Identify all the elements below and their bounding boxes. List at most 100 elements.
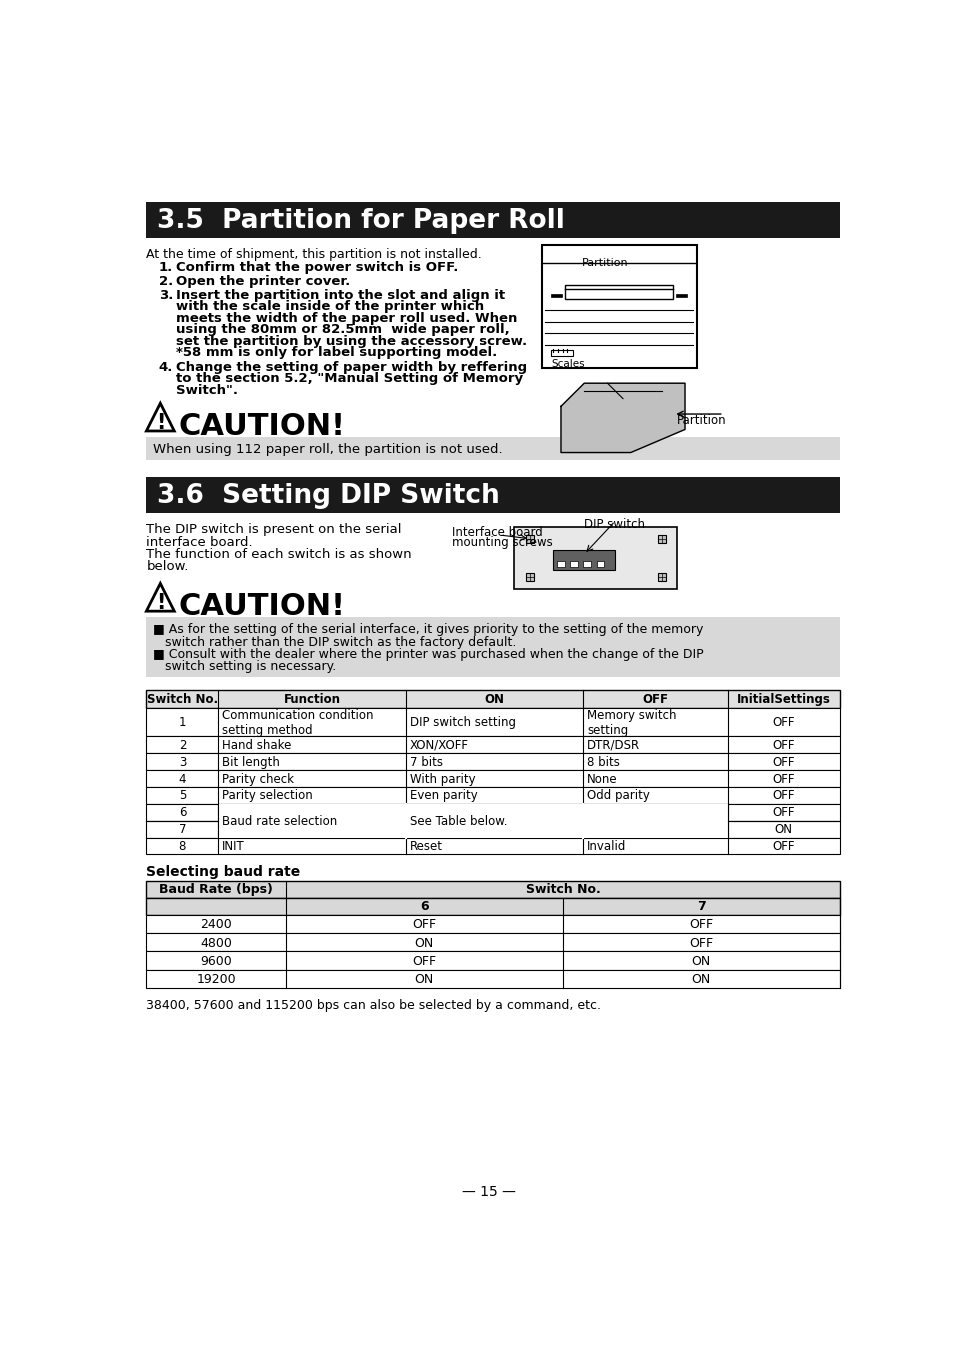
- Text: ON: ON: [691, 955, 710, 968]
- Text: 9600: 9600: [200, 955, 232, 968]
- Bar: [146, 690, 840, 708]
- Text: OFF: OFF: [772, 717, 794, 729]
- Bar: [146, 837, 840, 854]
- Text: 7: 7: [178, 823, 186, 837]
- Polygon shape: [560, 383, 684, 453]
- Text: Switch No.: Switch No.: [525, 883, 599, 896]
- Text: Baud Rate (bps): Baud Rate (bps): [159, 883, 273, 896]
- Text: 1.: 1.: [158, 261, 172, 274]
- Bar: [146, 952, 840, 969]
- Text: Parity check: Parity check: [222, 772, 294, 786]
- Text: Invalid: Invalid: [587, 841, 626, 853]
- Text: to the section 5.2, "Manual Setting of Memory: to the section 5.2, "Manual Setting of M…: [175, 372, 522, 385]
- Bar: [146, 477, 840, 512]
- Text: with the scale inside of the printer which: with the scale inside of the printer whi…: [175, 300, 483, 314]
- Text: Partition: Partition: [581, 258, 628, 269]
- Text: 6: 6: [419, 900, 428, 914]
- Text: OFF: OFF: [688, 918, 713, 932]
- Text: ■ As for the setting of the serial interface, it gives priority to the setting o: ■ As for the setting of the serial inter…: [152, 623, 702, 637]
- Text: Function: Function: [283, 694, 340, 706]
- Text: 3.: 3.: [158, 288, 172, 301]
- Text: 7 bits: 7 bits: [410, 756, 442, 768]
- Text: Baud rate selection: Baud rate selection: [222, 815, 337, 827]
- Text: Open the printer cover.: Open the printer cover.: [175, 274, 350, 288]
- Text: OFF: OFF: [412, 918, 436, 932]
- Text: 2400: 2400: [200, 918, 232, 932]
- Bar: [550, 350, 572, 357]
- Bar: [146, 969, 840, 988]
- Bar: [146, 618, 840, 677]
- Text: — 15 —: — 15 —: [461, 1184, 516, 1199]
- Text: OFF: OFF: [772, 738, 794, 752]
- Text: Even parity: Even parity: [410, 790, 477, 803]
- Text: At the time of shipment, this partition is not installed.: At the time of shipment, this partition …: [146, 249, 481, 261]
- Bar: [146, 803, 840, 821]
- Text: 8: 8: [178, 841, 186, 853]
- Text: 4: 4: [178, 772, 186, 786]
- Text: 2.: 2.: [158, 274, 172, 288]
- Bar: [514, 527, 677, 589]
- Text: DTR/DSR: DTR/DSR: [587, 738, 639, 752]
- Text: Odd parity: Odd parity: [587, 790, 650, 803]
- Bar: [525, 573, 534, 581]
- Bar: [146, 898, 840, 914]
- Text: XON/XOFF: XON/XOFF: [410, 738, 468, 752]
- Text: OFF: OFF: [772, 841, 794, 853]
- Bar: [541, 245, 696, 368]
- Bar: [525, 535, 534, 542]
- Text: ON: ON: [415, 973, 434, 987]
- Text: 7: 7: [697, 900, 705, 914]
- Text: 1: 1: [178, 717, 186, 729]
- Text: CAUTION!: CAUTION!: [178, 412, 345, 441]
- Bar: [676, 293, 686, 297]
- Text: INIT: INIT: [222, 841, 245, 853]
- Bar: [146, 821, 840, 837]
- Bar: [146, 769, 840, 787]
- Text: Selecting baud rate: Selecting baud rate: [146, 865, 300, 879]
- Text: Partition: Partition: [677, 414, 726, 427]
- Text: Parity selection: Parity selection: [222, 790, 313, 803]
- Text: The function of each switch is as shown: The function of each switch is as shown: [146, 548, 412, 561]
- Text: meets the width of the paper roll used. When: meets the width of the paper roll used. …: [175, 311, 517, 324]
- Text: 6: 6: [178, 806, 186, 819]
- Text: InitialSettings: InitialSettings: [736, 694, 830, 706]
- Text: ON: ON: [774, 823, 792, 837]
- Text: OFF: OFF: [642, 694, 668, 706]
- Text: DIP switch: DIP switch: [583, 518, 644, 531]
- Bar: [146, 437, 840, 460]
- Text: Reset: Reset: [410, 841, 442, 853]
- Text: Scales: Scales: [550, 358, 584, 369]
- Text: Change the setting of paper width by reffering: Change the setting of paper width by ref…: [175, 361, 526, 375]
- Bar: [564, 285, 673, 299]
- Text: ■ Consult with the dealer where the printer was purchased when the change of the: ■ Consult with the dealer where the prin…: [152, 648, 702, 661]
- Text: mounting screws: mounting screws: [452, 537, 553, 549]
- Bar: [658, 535, 665, 542]
- Bar: [406, 803, 727, 837]
- Bar: [146, 880, 840, 898]
- Text: set the partition by using the accessory screw.: set the partition by using the accessory…: [175, 335, 526, 347]
- Text: 3: 3: [178, 756, 186, 768]
- Bar: [570, 561, 578, 568]
- Text: Memory switch
setting: Memory switch setting: [587, 708, 676, 737]
- Text: Hand shake: Hand shake: [222, 738, 292, 752]
- Text: interface board.: interface board.: [146, 535, 253, 549]
- Text: When using 112 paper roll, the partition is not used.: When using 112 paper roll, the partition…: [152, 443, 501, 456]
- Text: OFF: OFF: [772, 790, 794, 803]
- Text: 2: 2: [178, 738, 186, 752]
- Bar: [658, 573, 665, 581]
- Text: below.: below.: [146, 560, 189, 573]
- Bar: [146, 933, 840, 952]
- Bar: [146, 914, 840, 933]
- Text: ON: ON: [484, 694, 504, 706]
- Text: 4800: 4800: [200, 937, 232, 949]
- Text: See Table below.: See Table below.: [410, 806, 507, 819]
- Text: 4.: 4.: [158, 361, 172, 375]
- Bar: [146, 203, 840, 238]
- Text: 3.6  Setting DIP Switch: 3.6 Setting DIP Switch: [157, 483, 499, 508]
- Text: CAUTION!: CAUTION!: [178, 592, 345, 622]
- Text: OFF: OFF: [772, 806, 794, 819]
- Text: OFF: OFF: [688, 937, 713, 949]
- Text: With parity: With parity: [410, 772, 475, 786]
- Bar: [557, 561, 564, 568]
- Text: Switch No.: Switch No.: [147, 694, 217, 706]
